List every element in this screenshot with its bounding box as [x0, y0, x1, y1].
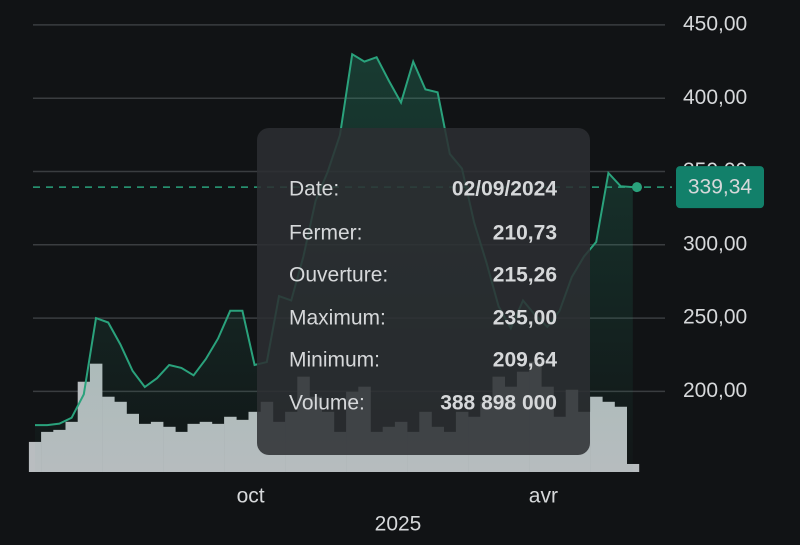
- tooltip-value: 388 898 000: [440, 392, 557, 415]
- tooltip-value: 215,26: [493, 264, 557, 287]
- x-tick-label: avr: [529, 485, 558, 508]
- tooltip-value: 02/09/2024: [452, 178, 557, 201]
- x-tick-label: oct: [237, 485, 265, 508]
- y-tick-label: 250,00: [683, 306, 747, 329]
- tooltip-value: 209,64: [493, 349, 558, 372]
- y-tick-label: 400,00: [683, 86, 747, 109]
- y-tick-label: 300,00: [683, 232, 747, 255]
- y-tick-label: 200,00: [683, 379, 747, 402]
- tooltip-value: 210,73: [493, 222, 557, 245]
- tooltip-label: Ouverture:: [289, 264, 388, 287]
- tooltip-label: Minimum:: [289, 349, 380, 372]
- last-value-dot: [632, 182, 642, 193]
- tooltip-box: [257, 128, 590, 455]
- tooltip-label: Maximum:: [289, 307, 386, 330]
- tooltip-value: 235,00: [493, 307, 557, 330]
- year-label: 2025: [375, 513, 422, 536]
- last-value-label: 339,34: [688, 176, 753, 199]
- tooltip: Date: 02/09/2024 Fermer: 210,73 Ouverture: 21…: [257, 128, 590, 455]
- tooltip-label: Date:: [289, 178, 339, 201]
- tooltip-label: Fermer:: [289, 222, 363, 245]
- volume-bar: [626, 463, 640, 472]
- tooltip-label: Volume:: [289, 392, 365, 415]
- last-value-badge: [676, 166, 764, 209]
- y-tick-label: 450,00: [683, 12, 747, 35]
- labels: 200,00250,00300,00350,00400,00450,00339,…: [237, 12, 764, 536]
